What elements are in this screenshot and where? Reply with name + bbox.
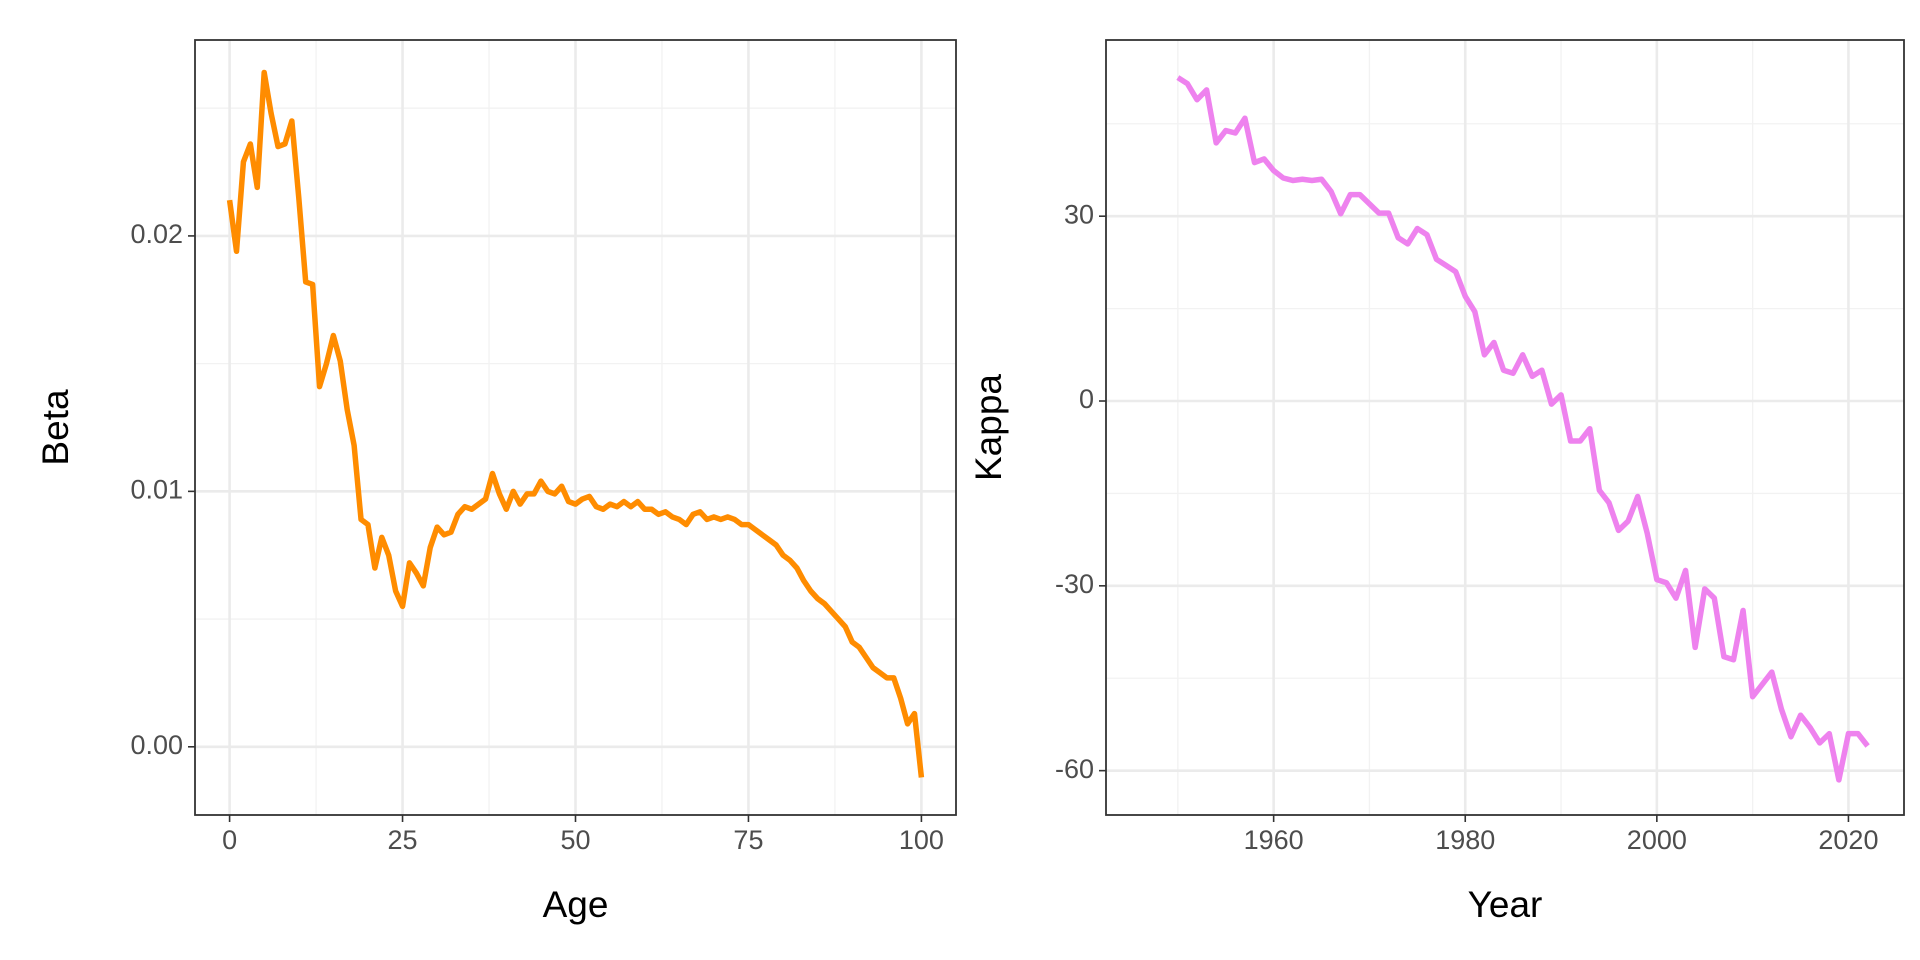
x-tick-label: 0	[222, 825, 237, 855]
x-tick-label: 2000	[1627, 825, 1687, 855]
y-tick-label: 0.02	[130, 219, 183, 249]
y-tick-label: -30	[1055, 569, 1094, 599]
data-line	[1176, 75, 1870, 783]
y-tick-label: 30	[1064, 199, 1094, 229]
x-axis-title: Year	[1468, 884, 1543, 925]
y-tick-label: 0.01	[130, 474, 183, 504]
y-axis-title: Beta	[35, 389, 76, 466]
x-tick-label: 100	[899, 825, 944, 855]
x-tick-label: 2020	[1818, 825, 1878, 855]
y-axis-title: Kappa	[968, 374, 1009, 481]
panel: 1960 1980 2000 2020 -60 -30 0 30 Year Kappa	[968, 39, 1905, 925]
data-line	[226, 69, 925, 778]
panel-border	[1105, 39, 1905, 816]
x-tick-label: 1960	[1244, 825, 1304, 855]
x-tick-label: 75	[733, 825, 763, 855]
x-tick-label: 50	[560, 825, 590, 855]
x-tick-label: 25	[388, 825, 418, 855]
y-tick-label: -60	[1055, 754, 1094, 784]
x-tick-label: 1980	[1435, 825, 1495, 855]
panel: 0 25 50 75 100 0.00 0.01 0.02 Age Beta	[35, 39, 957, 925]
x-axis-title: Age	[543, 884, 609, 925]
panel-border	[194, 39, 957, 816]
y-tick-label: 0	[1079, 384, 1094, 414]
y-tick-label: 0.00	[130, 730, 183, 760]
